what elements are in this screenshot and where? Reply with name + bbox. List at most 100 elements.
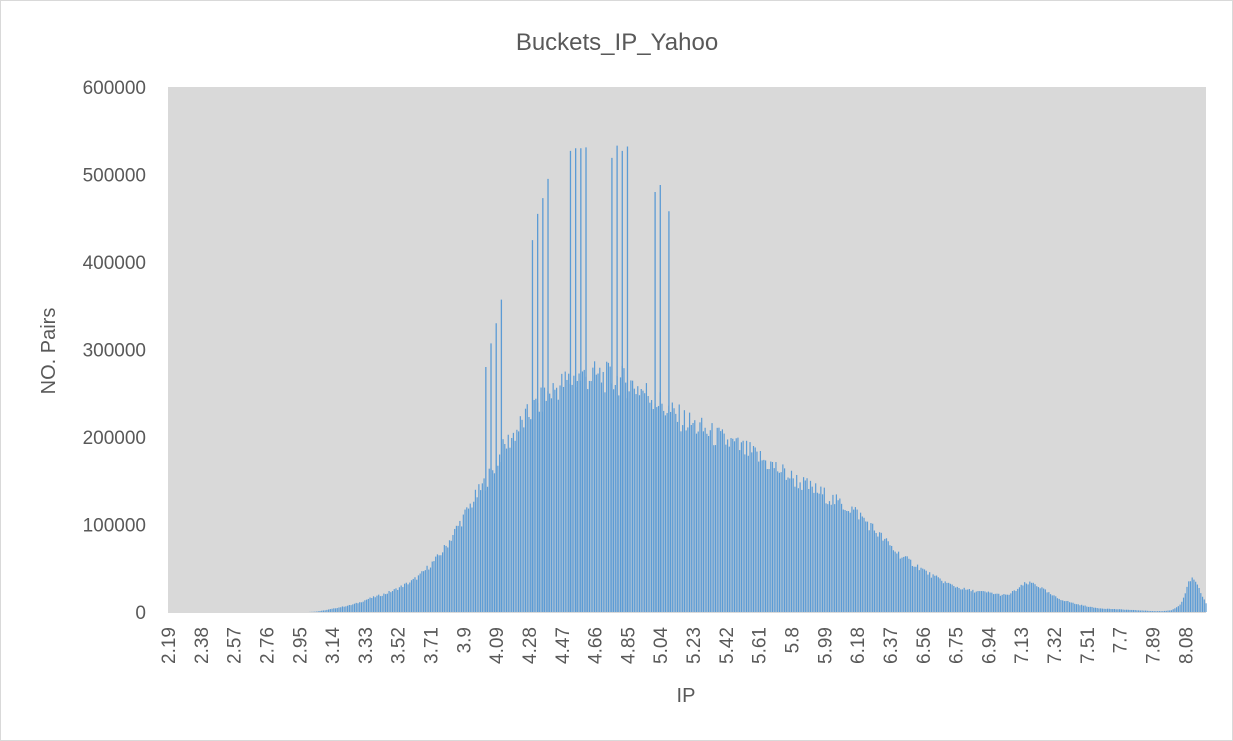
bar [1155,611,1157,612]
bar [1129,609,1131,612]
bar [699,422,701,612]
bar [397,589,399,612]
bar [910,559,912,612]
bar [419,573,421,612]
bar [1032,582,1034,612]
bar [404,583,406,612]
bar [663,410,665,612]
bar [409,582,411,612]
bar [1124,609,1126,612]
bar [756,451,758,612]
bar [400,585,402,612]
bar [1163,610,1166,612]
bar [832,494,834,612]
bar [706,433,708,612]
bar [1196,584,1198,612]
bar [657,405,660,612]
x-tick-label: 2.57 [225,627,246,664]
bar [367,598,369,612]
bar [561,373,563,612]
bar [398,587,401,612]
bar [329,609,331,612]
bar [918,570,920,612]
bar [523,427,525,612]
bar [984,591,986,612]
bar [486,486,489,612]
bar [967,589,969,612]
bar [720,431,722,612]
bar [556,387,558,612]
bar [1063,601,1065,612]
bar [412,578,414,612]
bar [721,429,724,612]
bar [915,566,917,612]
bar [1065,601,1067,612]
bar [405,582,407,612]
x-tick-label: 7.89 [1143,627,1164,664]
bar [1200,593,1202,612]
bar [1179,604,1181,612]
x-tick-label: 7.7 [1111,627,1132,653]
bar [1068,602,1071,612]
bar [1144,610,1147,612]
bar [749,442,751,612]
bar [1198,587,1200,612]
bar [1087,606,1090,612]
bar [1079,605,1081,612]
bar [656,407,658,612]
bar [471,507,473,612]
plot-area [168,87,1206,612]
bar [1101,608,1103,612]
bar [638,395,641,612]
bar [1176,607,1178,612]
bar [493,473,496,612]
bar [899,558,901,612]
bar [467,508,470,612]
bar [813,492,815,612]
bar [386,593,388,612]
bar [925,570,927,612]
bar [538,411,540,612]
bar [550,398,553,612]
bar [455,525,458,612]
bar [927,574,929,612]
bar [799,482,801,612]
spike-bar [547,178,549,612]
bar [562,386,565,612]
bar [797,488,799,612]
bar [402,587,404,612]
bar [920,567,922,612]
bar [480,490,482,612]
spike-bar [537,213,539,612]
bar [1067,600,1069,612]
bar [992,594,995,612]
bar [1143,610,1145,612]
bar [445,545,447,612]
bar [939,578,941,612]
bar [607,362,610,612]
bar [588,380,591,612]
bar [894,551,896,612]
bar [701,417,703,612]
y-tick-label: 200000 [83,428,146,449]
bar [642,390,644,612]
y-tick-label: 0 [135,603,146,624]
bar [766,469,768,612]
x-tick-label: 3.71 [422,627,443,664]
bar [863,517,865,612]
bar [1132,609,1135,612]
bar [740,442,743,612]
bar [1043,588,1045,612]
bar [1106,608,1109,612]
x-tick-label: 5.42 [717,627,738,664]
bar [564,371,566,612]
bar [516,429,518,612]
bar [771,461,774,612]
bar [530,419,532,612]
bar [1115,609,1117,612]
bar [794,486,796,612]
bar [554,389,556,612]
bar [319,611,321,612]
bar [436,554,439,612]
bar [780,472,782,612]
